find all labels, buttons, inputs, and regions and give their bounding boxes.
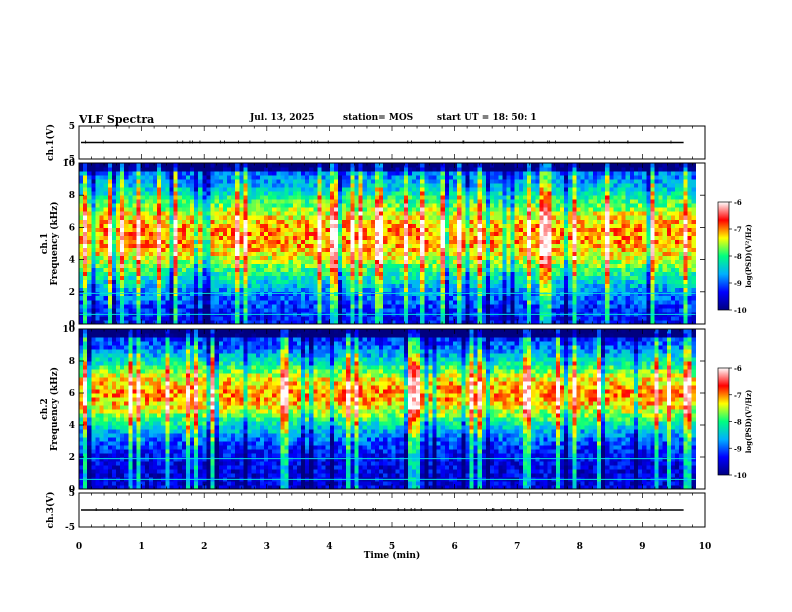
colorbar-1-scale bbox=[717, 201, 730, 311]
ch2-spectrogram-ylabel-top: ch.2 bbox=[40, 398, 50, 419]
x-tick-label-3: 3 bbox=[264, 542, 270, 552]
ch1-spectrogram-ytick-2: 4 bbox=[69, 256, 75, 266]
x-tick-label-7: 7 bbox=[514, 542, 520, 552]
colorbar-1-tick-1: -7 bbox=[734, 225, 742, 234]
ch1-spectrogram-ytick-3: 6 bbox=[69, 223, 75, 233]
ch2-spectrogram-ytick-4: 8 bbox=[69, 357, 75, 367]
ch2-spectrogram-image bbox=[79, 329, 697, 490]
ch1-spectrogram-ylabel-top: ch.1 bbox=[40, 233, 50, 254]
ch1-spectrogram: 0 2 4 6 8 10 ch.1 Frequency (kHz) bbox=[40, 159, 706, 330]
colorbar-2-tick-0: -6 bbox=[734, 364, 742, 373]
start-ut-label: start UT = 18: 50: 1 bbox=[437, 113, 537, 123]
ch2-spectrogram-ytick-1: 2 bbox=[69, 453, 75, 463]
ch3-waveform: 5 -5 ch.3(V) bbox=[45, 489, 706, 533]
ch1-spectrogram-image bbox=[79, 163, 697, 325]
ch1-spectrogram-ytick-1: 2 bbox=[69, 288, 75, 298]
x-tick-label-4: 4 bbox=[326, 542, 332, 552]
colorbar-1-tick-0: -6 bbox=[734, 198, 742, 207]
ch1-waveform-ytick-0: 5 bbox=[69, 122, 75, 132]
x-tick-label-9: 9 bbox=[639, 542, 645, 552]
ch1-spectrogram-ylabel: Frequency (kHz) bbox=[49, 201, 60, 285]
x-tick-label-10: 10 bbox=[699, 542, 712, 552]
ch1-waveform-trace bbox=[81, 140, 684, 144]
ch1-spectrogram-ytick-5: 10 bbox=[62, 159, 75, 169]
ch1-spectrogram-ytick-0: 0 bbox=[69, 320, 75, 330]
ch3-waveform-trace bbox=[81, 508, 684, 511]
ch1-waveform-ytick-1: -5 bbox=[65, 155, 75, 165]
x-tick-label-8: 8 bbox=[577, 542, 583, 552]
ch2-spectrogram-ylabel: Frequency (kHz) bbox=[49, 367, 60, 451]
colorbar-1-tick-3: -9 bbox=[734, 279, 742, 288]
colorbar-2-scale bbox=[717, 367, 730, 476]
colorbar-2-tick-1: -7 bbox=[734, 391, 742, 400]
colorbar-1-tick-4: -10 bbox=[734, 306, 747, 315]
ch2-spectrogram-ytick-0: 0 bbox=[69, 485, 75, 495]
ch2-spectrogram-ytick-2: 4 bbox=[69, 421, 75, 431]
ch2-spectrogram-ytick-5: 10 bbox=[62, 325, 75, 335]
colorbar-1-tick-2: -8 bbox=[734, 252, 742, 261]
colorbar-2-label: log(PSD)(V²/Hz) bbox=[744, 390, 753, 454]
ch1-waveform: 5 -5 ch.1(V) bbox=[45, 122, 706, 165]
colorbar-1-label: log(PSD)(V²/Hz) bbox=[744, 224, 753, 288]
station-label: station= MOS bbox=[343, 113, 414, 123]
colorbar-2-tick-4: -10 bbox=[734, 471, 747, 480]
colorbar-2-tick-2: -8 bbox=[734, 418, 742, 427]
colorbar-2-tick-3: -9 bbox=[734, 444, 742, 453]
x-tick-label-2: 2 bbox=[201, 542, 207, 552]
ch2-spectrogram: 0 2 4 6 8 10 ch.2 Frequency (kHz) bbox=[40, 325, 706, 495]
x-tick-label-6: 6 bbox=[451, 542, 457, 552]
x-tick-label-0: 0 bbox=[76, 542, 82, 552]
ch2-spectrogram-ytick-3: 6 bbox=[69, 389, 75, 399]
date-label: Jul. 13, 2025 bbox=[250, 113, 315, 123]
x-axis-label: Time (min) bbox=[364, 550, 421, 561]
colorbar-2: -6 -7 -8 -9 -10 log(PSD)(V²/Hz) bbox=[717, 364, 753, 480]
ch1-spectrogram-ytick-4: 8 bbox=[69, 191, 75, 201]
ch3-waveform-ytick-0: 5 bbox=[69, 489, 75, 499]
ch3-waveform-ylabel: ch.3(V) bbox=[45, 492, 56, 529]
ch3-waveform-ytick-1: -5 bbox=[65, 523, 75, 533]
x-tick-label-1: 1 bbox=[138, 542, 144, 552]
colorbar-1: -6 -7 -8 -9 -10 log(PSD)(V²/Hz) bbox=[717, 198, 753, 315]
chart-title: VLF Spectra bbox=[79, 113, 155, 126]
ch1-waveform-ylabel: ch.1(V) bbox=[45, 124, 56, 161]
x-tick-label-5: 5 bbox=[389, 542, 395, 552]
